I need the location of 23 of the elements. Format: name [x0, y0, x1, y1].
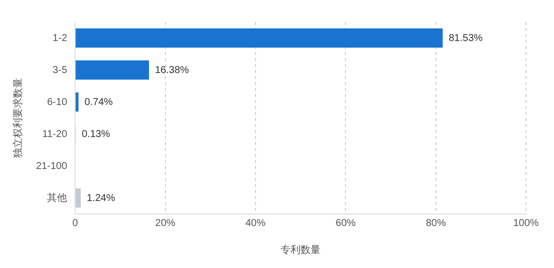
data-label: 16.38% — [154, 64, 190, 76]
y-tick-label: 其他 — [47, 192, 68, 204]
bar — [76, 92, 78, 112]
y-tick-label: 21-100 — [36, 160, 68, 172]
x-tick-label: 40% — [245, 218, 266, 229]
bar — [76, 60, 149, 80]
x-tick-label: 100% — [513, 218, 539, 229]
x-axis-title: 专利数量 — [280, 244, 321, 256]
data-label: 0.13% — [82, 128, 110, 140]
y-tick-label: 3-5 — [52, 64, 68, 76]
x-tick-label: 20% — [155, 218, 176, 229]
data-label: 1.24% — [86, 192, 116, 204]
y-tick-label: 11-20 — [42, 128, 68, 140]
data-label: 0.74% — [84, 96, 113, 108]
y-tick-label: 6-10 — [47, 96, 68, 108]
bar — [76, 28, 443, 48]
x-tick-label: 0 — [72, 218, 78, 229]
y-axis-title: 独立权利要求数量 — [12, 78, 24, 158]
x-tick-label: 80% — [426, 218, 446, 229]
data-label: 81.53% — [448, 32, 483, 44]
y-tick-label: 1-2 — [52, 32, 68, 44]
bar — [76, 188, 81, 208]
x-tick-label: 60% — [336, 218, 356, 229]
